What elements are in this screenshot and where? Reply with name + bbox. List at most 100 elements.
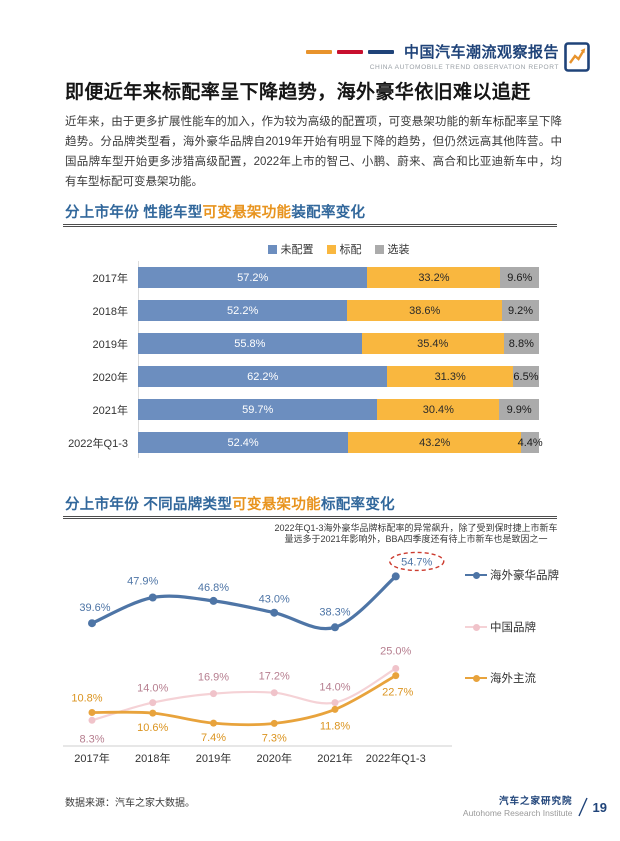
bar-chart-axis-line	[138, 261, 139, 458]
footer-org-block: 汽车之家研究院 Autohome Research Institute 19	[463, 796, 607, 819]
bar-row-2019年: 2019年 55.8% 35.4% 8.8%	[55, 333, 539, 354]
data-label-海外豪华品牌: 47.9%	[127, 576, 158, 588]
data-point-中国品牌	[210, 690, 217, 698]
org-name-cn: 汽车之家研究院	[499, 796, 573, 807]
org-name-en: Autohome Research Institute	[462, 807, 573, 818]
footer-slash-icon	[577, 797, 588, 817]
bar-segment-未配置: 52.4%	[138, 432, 349, 453]
section2-suffix: 标配率变化	[320, 497, 395, 513]
bar-track: 59.7% 30.4% 9.9%	[138, 399, 539, 420]
data-label-海外豪华品牌: 46.8%	[198, 582, 229, 594]
line-chart-canvas: 2017年 2018年 2019年 2020年 2021年 2022年Q1-3 8.3% 14…	[63, 551, 452, 765]
line-series-海外主流	[90, 674, 398, 727]
data-label-中国品牌: 14.0%	[319, 682, 350, 694]
annotation-line2: 量远多于2021年影响外，BBA四季度还有待上市新车也是致因之一	[284, 533, 548, 544]
bar-row-2020年: 2020年 62.2% 31.3% 6.5%	[55, 366, 539, 387]
bar-track: 52.4% 43.2% 4.4%	[138, 432, 543, 453]
data-point-海外主流	[149, 709, 157, 717]
bar-segment-选装: 8.8%	[503, 333, 539, 354]
data-point-海外主流	[392, 672, 400, 680]
data-point-中国品牌	[88, 716, 96, 724]
line-series-海外豪华品牌	[90, 574, 398, 631]
bar-row-2017年: 2017年 57.2% 33.2% 9.6%	[55, 267, 539, 288]
bar-segment-选装: 4.4%	[518, 432, 543, 453]
line-legend-item-中国品牌: 中国品牌	[465, 619, 536, 635]
report-brand: 中国汽车潮流观察报告 CHINA AUTOMOBILE TREND OBSERV…	[305, 41, 590, 72]
data-label-海外豪华品牌: 43.0%	[259, 594, 290, 606]
stacked-bar-chart: 2017年 57.2% 33.2% 9.6% 2018年 52.2% 38.6% 9.2% 20…	[55, 267, 543, 465]
bar-category-label: 2021年	[92, 404, 128, 417]
brand-subtitle: CHINA AUTOMOBILE TREND OBSERVATION REPOR…	[369, 64, 559, 71]
bar-category-label: 2017年	[92, 272, 128, 285]
data-label-中国品牌: 17.2%	[259, 671, 290, 683]
data-label-海外豪华品牌: 39.6%	[79, 602, 110, 614]
data-label-海外主流: 7.3%	[262, 732, 287, 744]
data-label-海外主流: 7.4%	[201, 732, 226, 744]
annotation-line1: 2022年Q1-3海外豪华品牌标配率的异常飙升，除了受到保时捷上市新车	[274, 523, 558, 533]
brand-dash-navy	[367, 49, 394, 54]
legend-swatch	[326, 244, 336, 254]
data-point-海外豪华品牌	[88, 619, 96, 628]
bar-row-2018年: 2018年 52.2% 38.6% 9.2%	[55, 300, 539, 321]
bar-category-label: 2018年	[92, 305, 128, 318]
line-chart: 2017年 2018年 2019年 2020年 2021年 2022年Q1-3 8.3% 14…	[0, 550, 620, 785]
data-point-海外豪华品牌	[148, 593, 157, 602]
bar-row-2021年: 2021年 59.7% 30.4% 9.9%	[55, 399, 539, 420]
legend-item-未配置: 未配置	[267, 241, 314, 257]
x-tick-label: 2022年Q1-3	[366, 751, 426, 765]
legend-label: 标配	[339, 244, 362, 256]
page-number: 19	[592, 799, 607, 815]
legend-swatch	[374, 244, 384, 254]
bar-chart-legend: 未配置 标配 选装	[138, 241, 539, 257]
bar-segment-标配: 33.2%	[367, 267, 501, 288]
section2-highlight: 可变悬架功能	[232, 497, 321, 513]
bar-track: 62.2% 31.3% 6.5%	[138, 366, 539, 387]
line-legend-item-海外豪华品牌: 海外豪华品牌	[465, 567, 559, 583]
bar-segment-标配: 38.6%	[347, 300, 503, 321]
data-point-海外主流	[88, 709, 96, 716]
page-title: 即便近年来标配率呈下降趋势，海外豪华依旧难以追赶	[65, 82, 531, 103]
data-label-中国品牌: 8.3%	[79, 733, 104, 745]
intro-paragraph: 近年来，由于更多扩展性能车的加入，作为较为高级的配置项，可变悬架功能的新车标配率…	[65, 116, 562, 188]
x-tick-label: 2018年	[135, 751, 170, 765]
legend-swatch	[267, 244, 277, 254]
bar-segment-标配: 31.3%	[387, 366, 513, 387]
data-point-海外主流	[210, 719, 217, 727]
legend-item-选装: 选装	[374, 241, 410, 257]
bar-track: 55.8% 35.4% 8.8%	[138, 333, 539, 354]
data-label-海外豪华品牌: 38.3%	[319, 606, 350, 618]
data-point-海外豪华品牌	[331, 623, 339, 632]
data-label-海外主流: 11.8%	[320, 720, 351, 732]
x-tick-label: 2017年	[74, 751, 109, 765]
section-title-bar-chart: 分上市年份 性能车型可变悬架功能装配率变化	[65, 201, 365, 222]
section2-prefix: 分上市年份 不同品牌类型	[65, 497, 233, 513]
brand-title: 中国汽车潮流观察报告	[403, 44, 559, 61]
bar-segment-未配置: 52.2%	[138, 300, 348, 321]
data-point-海外豪华品牌	[391, 572, 400, 581]
data-point-海外豪华品牌	[270, 608, 279, 617]
data-point-海外主流	[331, 705, 339, 713]
x-tick-label: 2019年	[196, 751, 231, 765]
section2-divider	[63, 516, 557, 519]
data-source-note: 数据来源：汽车之家大数据。	[65, 798, 195, 809]
brand-dash-red	[336, 49, 363, 54]
section1-suffix: 装配率变化	[291, 205, 366, 221]
line-legend-marker	[465, 623, 487, 631]
bar-segment-未配置: 62.2%	[138, 366, 388, 387]
bar-row-2022年Q1-3: 2022年Q1-3 52.4% 43.2% 4.4%	[55, 432, 543, 453]
line-legend-label: 中国品牌	[490, 622, 536, 634]
section1-highlight: 可变悬架功能	[202, 205, 292, 221]
chart-annotation: 2022年Q1-3海外豪华品牌标配率的异常飙升，除了受到保时捷上市新车 量远多于…	[265, 523, 567, 544]
legend-label: 选装	[387, 244, 410, 256]
x-tick-label: 2020年	[257, 751, 292, 765]
bar-track: 57.2% 33.2% 9.6%	[138, 267, 539, 288]
trend-report-icon	[564, 42, 590, 72]
data-point-海外豪华品牌	[209, 596, 218, 605]
data-label-海外主流: 10.6%	[137, 722, 168, 734]
data-point-中国品牌	[270, 689, 278, 697]
bar-category-label: 2020年	[92, 371, 128, 384]
line-legend-item-海外主流: 海外主流	[465, 670, 536, 686]
section-title-line-chart: 分上市年份 不同品牌类型可变悬架功能标配率变化	[65, 493, 395, 514]
bar-category-label: 2019年	[92, 338, 128, 351]
